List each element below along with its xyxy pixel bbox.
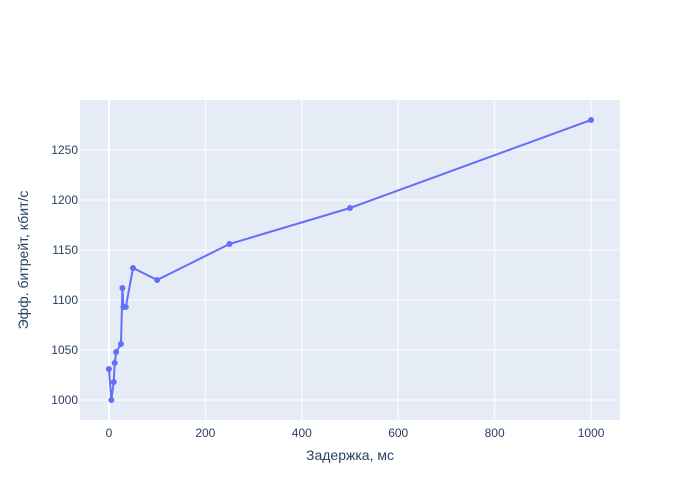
data-point (119, 285, 126, 291)
x-tick-label: 1000 (578, 426, 605, 440)
plot-area (80, 100, 620, 420)
data-point (117, 341, 124, 347)
data-point (154, 277, 161, 283)
y-tick-label: 1150 (52, 243, 78, 257)
y-axis-title: Эфф. битрейт, кбит/с (15, 191, 31, 330)
data-point (130, 265, 137, 271)
x-tick-label: 400 (292, 426, 312, 440)
data-point (226, 241, 233, 247)
data-point (347, 205, 353, 211)
y-tick-label: 1250 (51, 143, 78, 157)
y-tick-label: 1000 (51, 393, 78, 407)
series-markers (105, 117, 595, 403)
data-point (588, 117, 595, 123)
x-tick-label: 200 (195, 426, 215, 440)
x-axis-title: Задержка, мс (306, 447, 394, 463)
series-line (107, 119, 592, 401)
data-point (110, 379, 117, 385)
x-tick-label: 800 (485, 426, 505, 440)
x-tick-labels: 0 200 400 600 800 1000 (106, 426, 605, 440)
y-tick-label: 1200 (51, 193, 78, 207)
y-tick-label: 1100 (52, 293, 78, 307)
data-point (113, 349, 120, 355)
x-tick-label: 600 (388, 426, 408, 440)
y-gridlines (80, 149, 620, 401)
x-tick-label: 0 (106, 426, 113, 440)
data-point (111, 360, 118, 366)
y-tick-label: 1050 (51, 343, 78, 357)
y-tick-labels: 1000 1050 1100 1150 1200 1250 (51, 143, 78, 407)
data-point (105, 366, 112, 372)
data-point (108, 397, 115, 403)
data-point (122, 304, 129, 310)
